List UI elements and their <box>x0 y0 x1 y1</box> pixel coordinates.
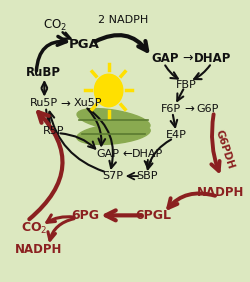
Text: 6PGL: 6PGL <box>135 209 171 222</box>
Text: RuBP: RuBP <box>26 66 61 79</box>
Text: CO$_2$: CO$_2$ <box>20 221 47 235</box>
Text: G6P: G6P <box>197 104 219 114</box>
Text: GAP: GAP <box>151 52 179 65</box>
Text: →: → <box>182 52 192 65</box>
Text: E4P: E4P <box>166 130 186 140</box>
Text: Xu5P: Xu5P <box>74 98 102 108</box>
Text: PGA: PGA <box>69 38 100 51</box>
Text: Ru5P: Ru5P <box>30 98 58 108</box>
Text: CO$_2$: CO$_2$ <box>43 18 67 34</box>
Text: →: → <box>184 102 194 115</box>
Text: G6PDH: G6PDH <box>214 129 236 170</box>
Text: R5P: R5P <box>43 126 64 136</box>
Ellipse shape <box>77 124 150 144</box>
Text: GAP: GAP <box>96 149 119 159</box>
Text: F6P: F6P <box>161 104 181 114</box>
Text: NADPH: NADPH <box>15 243 62 255</box>
Text: S7P: S7P <box>102 171 123 181</box>
Ellipse shape <box>77 109 150 131</box>
Text: DHAP: DHAP <box>194 52 232 65</box>
Text: SBP: SBP <box>136 171 158 181</box>
Text: NADPH: NADPH <box>196 186 244 199</box>
Text: DHAP: DHAP <box>132 149 164 159</box>
Text: →: → <box>61 97 71 110</box>
Text: 6PG: 6PG <box>71 209 99 222</box>
Text: ←: ← <box>122 147 132 160</box>
Text: 2 NADPH: 2 NADPH <box>98 15 148 25</box>
Text: FBP: FBP <box>176 80 196 90</box>
Circle shape <box>94 74 123 107</box>
